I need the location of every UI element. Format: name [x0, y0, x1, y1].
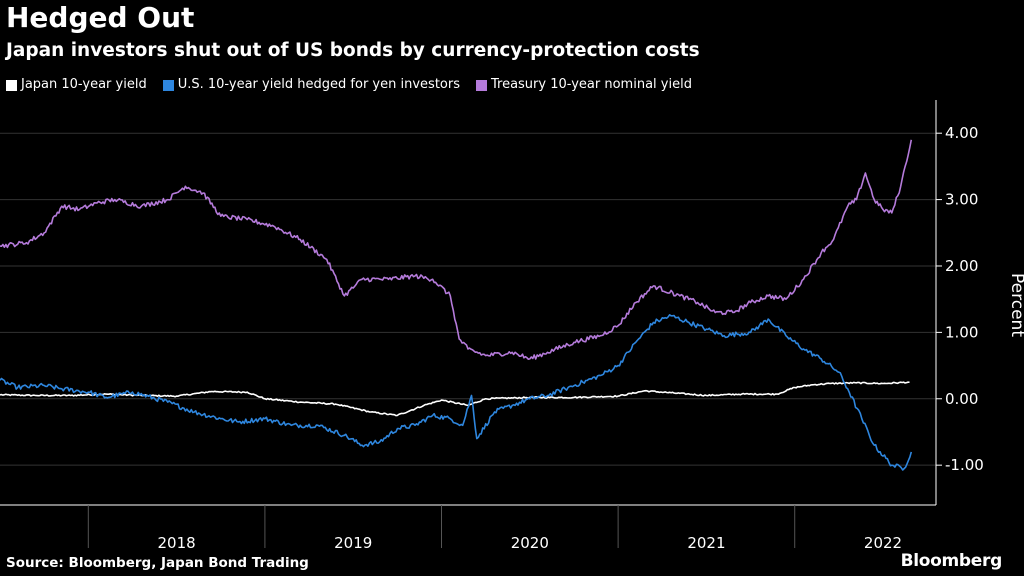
source-note: Source: Bloomberg, Japan Bond Trading	[6, 555, 309, 571]
legend-swatch-us-hedged	[162, 79, 174, 91]
x-tick-label: 2019	[334, 534, 372, 552]
y-axis-title: Percent	[1007, 273, 1024, 337]
legend: Japan 10-year yield U.S. 10-year yield h…	[6, 76, 692, 94]
legend-label-japan: Japan 10-year yield	[21, 77, 147, 92]
x-tick-label: 2018	[158, 534, 196, 552]
y-tick-label: 2.00	[945, 257, 978, 275]
y-tick-label: 0.00	[945, 390, 978, 408]
legend-item-treasury: Treasury 10-year nominal yield	[475, 76, 692, 94]
y-tick-label: 1.00	[945, 323, 978, 341]
x-tick-label: 2022	[864, 534, 902, 552]
y-tick-label: 4.00	[945, 124, 978, 142]
y-tick-label: -1.00	[945, 456, 984, 474]
legend-swatch-japan	[6, 79, 17, 91]
legend-label-treasury: Treasury 10-year nominal yield	[490, 77, 692, 92]
legend-item-japan: Japan 10-year yield	[6, 76, 147, 94]
bloomberg-logo: Bloomberg	[900, 551, 1003, 571]
legend-label-us-hedged: U.S. 10-year yield hedged for yen invest…	[177, 77, 460, 92]
chart-subtitle: Japan investors shut out of US bonds by …	[6, 40, 700, 61]
legend-swatch-treasury	[475, 79, 487, 91]
series-line-us-hedged	[0, 314, 913, 471]
chart-title: Hedged Out	[6, 1, 195, 34]
legend-item-us-hedged: U.S. 10-year yield hedged for yen invest…	[162, 76, 460, 94]
x-tick-label: 2020	[511, 534, 549, 552]
x-tick-label: 2021	[687, 534, 725, 552]
y-tick-label: 3.00	[945, 191, 978, 209]
series-line-treasury	[0, 139, 913, 360]
